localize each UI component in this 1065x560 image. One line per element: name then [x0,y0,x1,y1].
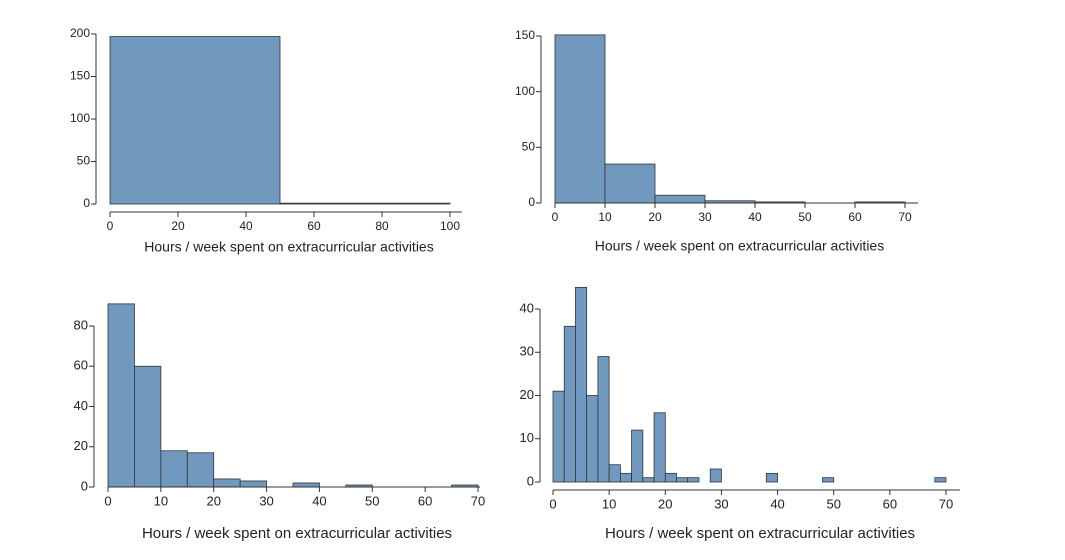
x-tick-label: 70 [939,496,953,511]
bar [279,202,451,205]
bar [608,464,621,483]
x-tick-label: 60 [848,210,862,224]
bar [586,395,599,483]
x-tick-label: 20 [648,210,662,224]
bar [687,477,700,483]
bar [554,34,606,204]
x-tick-label: 70 [471,493,485,508]
y-tick-label: 80 [74,317,88,332]
bar [934,477,947,483]
x-tick-label: 80 [375,219,389,233]
y-tick-label: 0 [527,473,534,488]
bar [239,480,267,488]
y-tick-label: 100 [70,111,90,125]
bar [653,412,666,483]
y-tick-label: 50 [77,154,91,168]
bar [642,477,655,483]
y-tick-label: 0 [81,478,88,493]
bar [709,468,722,483]
bar [664,472,677,483]
x-axis-label: Hours / week spent on extracurricular ac… [605,525,915,542]
bar [186,452,215,488]
x-tick-label: 20 [206,493,220,508]
y-tick-label: 40 [74,398,88,413]
x-tick-label: 0 [104,493,111,508]
y-tick-label: 20 [520,387,534,402]
x-tick-label: 30 [714,496,728,511]
bar [160,450,188,488]
x-tick-label: 30 [259,493,273,508]
x-tick-label: 0 [549,496,556,511]
y-tick-label: 50 [522,140,536,154]
x-tick-label: 50 [826,496,840,511]
x-tick-label: 40 [239,219,253,233]
bar [213,478,241,488]
x-tick-label: 20 [658,496,672,511]
x-tick-label: 50 [798,210,812,224]
x-tick-label: 20 [171,219,185,233]
x-tick-label: 10 [598,210,612,224]
y-tick-label: 150 [515,28,535,42]
bar [822,477,835,483]
bar [631,429,644,483]
y-tick-label: 0 [83,196,90,210]
bar [107,303,135,488]
bar [109,36,281,205]
x-axis-label: Hours / week spent on extracurricular ac… [142,525,452,542]
y-tick-label: 0 [528,195,535,209]
bar [575,286,588,483]
bar [597,356,610,483]
x-tick-label: 0 [552,210,559,224]
x-tick-label: 10 [602,496,616,511]
x-tick-label: 50 [365,493,379,508]
x-tick-label: 60 [883,496,897,511]
x-tick-label: 70 [898,210,912,224]
x-tick-label: 40 [770,496,784,511]
x-tick-label: 60 [418,493,432,508]
y-tick-label: 20 [74,438,88,453]
y-tick-label: 40 [520,300,534,315]
x-axis-label: Hours / week spent on extracurricular ac… [144,239,433,255]
bar [552,390,565,483]
x-tick-label: 0 [107,219,114,233]
x-tick-label: 40 [312,493,326,508]
x-tick-label: 60 [307,219,321,233]
y-tick-label: 30 [520,344,534,359]
bar [765,472,778,483]
y-tick-label: 60 [74,358,88,373]
x-tick-label: 30 [698,210,712,224]
bar [619,472,632,483]
bar [676,477,689,483]
x-tick-label: 40 [748,210,762,224]
y-tick-label: 10 [520,430,534,445]
y-tick-label: 100 [515,84,535,98]
x-tick-label: 10 [154,493,168,508]
x-tick-label: 100 [440,219,460,233]
y-tick-label: 200 [70,26,90,40]
bar [654,194,706,204]
bar [604,163,656,204]
y-tick-label: 150 [70,69,90,83]
bar [134,365,162,488]
x-axis-label: Hours / week spent on extracurricular ac… [595,238,884,254]
bar [563,325,576,483]
bar [292,482,320,488]
